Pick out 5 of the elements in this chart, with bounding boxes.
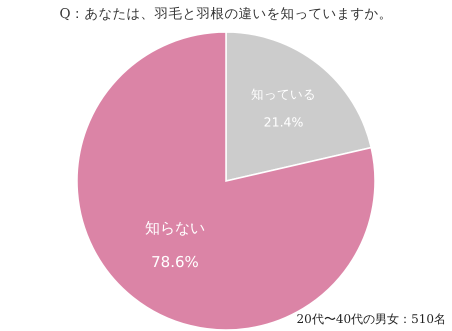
data-label: 78.6% bbox=[151, 253, 199, 272]
text: 20代〜40代の男女：510名 bbox=[296, 312, 446, 326]
pie-slice bbox=[76, 31, 376, 331]
chart-title: Q：あなたは、羽毛と羽根の違いを知っていますか。 bbox=[59, 6, 393, 22]
slice-label: 知らない bbox=[144, 219, 205, 238]
